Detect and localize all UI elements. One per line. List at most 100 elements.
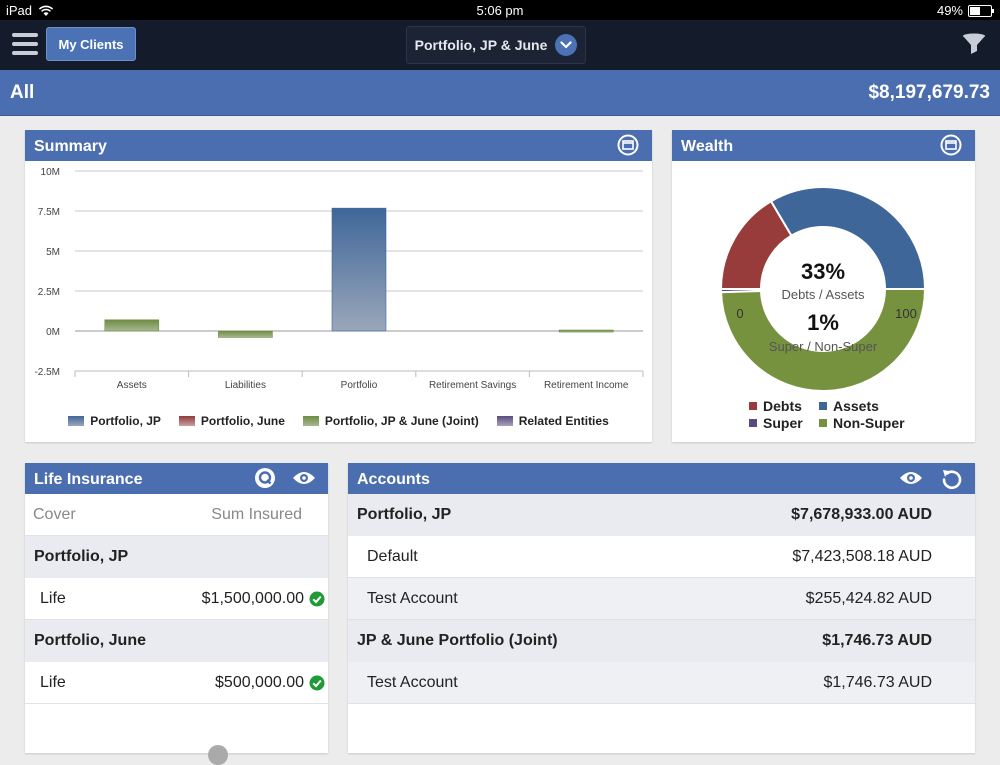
my-clients-button[interactable]: My Clients	[46, 27, 136, 61]
legend-label: Assets	[833, 398, 879, 414]
accounts-title: Accounts	[357, 471, 430, 488]
super-percent: 1%	[807, 310, 839, 335]
account-name: Default	[367, 548, 418, 565]
sum-insured: $500,000.00	[215, 674, 304, 691]
summary-legend: Portfolio, JP Portfolio, June Portfolio,…	[25, 414, 652, 428]
x-tick-label: Portfolio	[341, 380, 378, 391]
group-header: Portfolio, June	[25, 620, 328, 662]
all-summary-bar: All $8,197,679.73	[0, 70, 1000, 116]
summary-header: Summary	[25, 130, 652, 161]
bar[interactable]	[104, 319, 160, 332]
all-total: $8,197,679.73	[868, 82, 990, 103]
refresh-icon[interactable]	[940, 467, 964, 491]
account-amount: $1,746.73 AUD	[823, 674, 932, 691]
eye-icon[interactable]	[292, 470, 316, 486]
menu-icon[interactable]	[12, 33, 38, 55]
chevron-down-icon	[555, 34, 578, 56]
legend-label: Portfolio, JP	[90, 414, 161, 428]
nav-bar: My Clients Portfolio, JP & June	[0, 20, 1000, 70]
account-amount: $7,423,508.18 AUD	[792, 548, 932, 565]
account-name: Test Account	[367, 590, 458, 607]
group-name: Portfolio, JP	[34, 548, 129, 565]
all-label: All	[10, 82, 35, 103]
sum-insured: $1,500,000.00	[201, 590, 304, 607]
account-group-row[interactable]: Portfolio, JP $7,678,933.00 AUD	[348, 494, 975, 536]
accounts-header: Accounts	[348, 463, 975, 494]
expand-icon[interactable]	[940, 134, 962, 156]
table-row[interactable]: Life $1,500,000.00	[25, 578, 328, 620]
column-header-cover: Cover	[33, 506, 76, 523]
legend-item-debts: Debts	[749, 398, 802, 414]
battery-fill	[970, 6, 980, 15]
legend-label: Portfolio, June	[200, 414, 285, 428]
life-insurance-panel: Life Insurance Cover Sum Insured Portfol…	[25, 463, 328, 765]
assets-segment[interactable]	[769, 186, 927, 290]
legend-label: Portfolio, JP & June (Joint)	[324, 414, 479, 428]
check-circle-icon	[309, 675, 325, 691]
page-indicator[interactable]	[208, 745, 228, 765]
check-circle-icon	[309, 591, 325, 607]
x-tick-label: Assets	[117, 380, 147, 391]
eye-icon[interactable]	[899, 470, 923, 486]
y-tick-label: 5M	[46, 247, 60, 258]
cover-type: Life	[40, 590, 66, 607]
wealth-donut-chart: 33% Debts / Assets 1% Super / Non-Super 0 100	[719, 186, 927, 392]
account-name: Test Account	[367, 674, 458, 691]
y-tick-label: 7.5M	[38, 207, 60, 218]
battery-percent: 49%	[936, 3, 963, 18]
column-header-sum-insured: Sum Insured	[211, 506, 302, 523]
group-name: Portfolio, June	[34, 632, 146, 649]
x-tick-label: Retirement Savings	[429, 380, 516, 391]
table-row[interactable]: Life $500,000.00	[25, 662, 328, 704]
legend-item-super: Super	[749, 415, 803, 431]
bar[interactable]	[558, 329, 614, 333]
quote-icon[interactable]	[254, 467, 276, 489]
account-amount: $1,746.73 AUD	[822, 632, 932, 649]
bar[interactable]	[218, 330, 273, 338]
wealth-header: Wealth	[672, 130, 975, 161]
x-tick-label: Retirement Income	[544, 380, 629, 391]
portfolio-selector-label: Portfolio, JP & June	[414, 37, 548, 53]
wealth-title: Wealth	[681, 138, 734, 155]
wealth-panel: Wealth 33% Debts / Assets 1% Super / Non-Su…	[672, 130, 975, 442]
filter-icon[interactable]	[962, 33, 986, 55]
legend-item-assets: Assets	[819, 398, 879, 414]
account-amount: $7,678,933.00 AUD	[791, 506, 932, 523]
status-bar: iPad 5:06 pm 49%	[0, 0, 1000, 20]
summary-bar-chart: 10M 7.5M 5M 2.5M 0M -2.5M Assets Liabilities Por…	[34, 167, 644, 391]
y-tick-label: 0M	[46, 327, 60, 338]
account-group-row[interactable]: JP & June Portfolio (Joint) $1,746.73 AUD	[348, 620, 975, 662]
super-label: Super / Non-Super	[769, 339, 878, 354]
group-header: Portfolio, JP	[25, 536, 328, 578]
account-amount: $255,424.82 AUD	[805, 590, 932, 607]
account-row[interactable]: Test Account $1,746.73 AUD	[348, 662, 975, 704]
status-time: 5:06 pm	[476, 3, 524, 18]
wifi-icon	[38, 5, 54, 16]
legend-item: Portfolio, June	[178, 414, 285, 428]
legend-item: Portfolio, JP & June (Joint)	[302, 414, 479, 428]
portfolio-selector[interactable]: Portfolio, JP & June	[406, 26, 586, 64]
summary-title: Summary	[34, 138, 107, 155]
gauge-min-label: 0	[736, 306, 743, 321]
account-name: Portfolio, JP	[357, 506, 452, 523]
non-super-segment[interactable]	[720, 288, 927, 392]
life-insurance-column-header: Cover Sum Insured	[25, 494, 328, 536]
legend-label: Super	[763, 415, 803, 431]
bar[interactable]	[331, 207, 387, 332]
account-name: JP & June Portfolio (Joint)	[357, 632, 558, 649]
account-row[interactable]: Test Account $255,424.82 AUD	[348, 578, 975, 620]
expand-icon[interactable]	[617, 134, 639, 156]
device-name: iPad	[6, 3, 33, 18]
y-tick-label: 10M	[41, 167, 60, 178]
debts-assets-label: Debts / Assets	[781, 287, 865, 302]
gauge-max-label: 100	[895, 306, 917, 321]
account-row[interactable]: Default $7,423,508.18 AUD	[348, 536, 975, 578]
debts-assets-percent: 33%	[801, 259, 845, 284]
summary-panel: Summary 10M 7.5M 5M 2.5M 0M -2.5M Assets Liabil…	[25, 130, 652, 442]
legend-item-non-super: Non-Super	[819, 415, 905, 431]
y-tick-label: 2.5M	[38, 287, 60, 298]
battery-icon	[968, 4, 994, 17]
y-tick-label: -2.5M	[34, 367, 60, 378]
legend-item: Portfolio, JP	[68, 414, 161, 428]
legend-label: Debts	[763, 398, 802, 414]
